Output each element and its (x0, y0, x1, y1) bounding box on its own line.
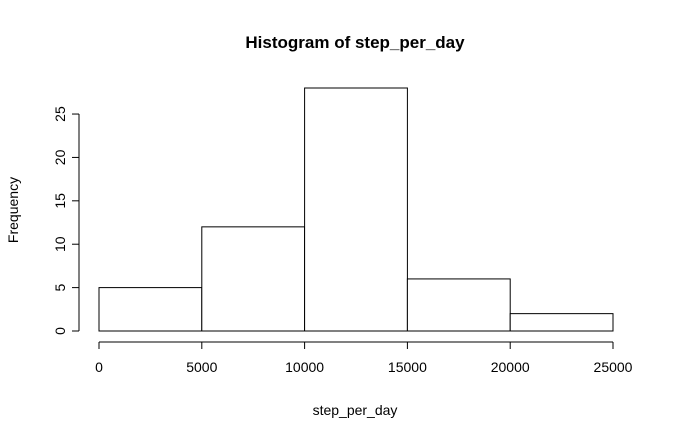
histogram-bar-2 (304, 87, 408, 332)
x-axis: 0 5000 10000 15000 20000 25000 (95, 341, 633, 375)
histogram-bar-0 (98, 287, 203, 332)
x-tick-label-0: 0 (95, 359, 103, 375)
y-tick-label-5: 25 (52, 106, 68, 122)
chart-title: Histogram of step_per_day (245, 33, 465, 52)
y-tick-label-1: 5 (52, 284, 68, 292)
y-tick-label-3: 15 (52, 193, 68, 209)
histogram-bar-1 (201, 226, 306, 332)
x-tick-label-2: 10000 (285, 359, 324, 375)
y-tick-label-2: 10 (52, 236, 68, 252)
x-tick-label-5: 25000 (594, 359, 633, 375)
bars-group (98, 87, 614, 332)
y-axis-label: Frequency (5, 177, 21, 243)
x-tick-label-4: 20000 (491, 359, 530, 375)
histogram-bar-4 (509, 313, 614, 332)
histogram-bar-3 (406, 278, 511, 332)
x-axis-label: step_per_day (313, 402, 398, 418)
y-axis: 0 5 10 15 20 25 (52, 106, 80, 335)
x-tick-label-3: 15000 (388, 359, 427, 375)
y-tick-label-0: 0 (52, 327, 68, 335)
x-tick-label-1: 5000 (186, 359, 217, 375)
y-tick-label-4: 20 (52, 149, 68, 165)
